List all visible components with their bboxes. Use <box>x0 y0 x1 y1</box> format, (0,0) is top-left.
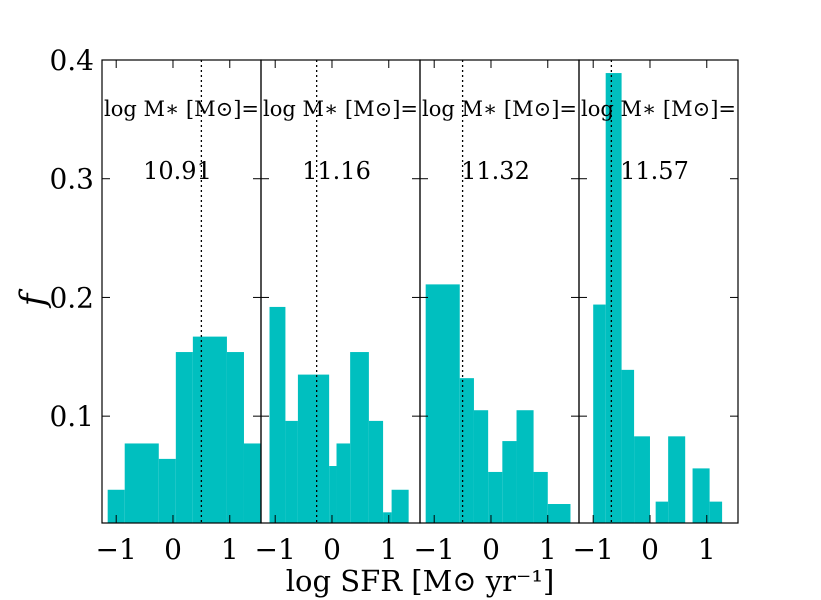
x-tick-label: 1 <box>221 533 239 566</box>
panel-mass-value: 11.57 <box>620 157 689 185</box>
x-tick-label: −1 <box>96 533 137 566</box>
histogram-bar <box>269 306 286 523</box>
y-tick-label: 0.4 <box>49 44 94 77</box>
panel-bars <box>107 336 261 523</box>
panel-mass-value: 11.16 <box>302 157 371 185</box>
histogram-bar <box>547 504 571 523</box>
histogram-bar <box>459 378 474 523</box>
histogram-bar <box>192 336 227 523</box>
x-tick-label: −1 <box>414 533 455 566</box>
histogram-bar <box>692 468 710 523</box>
histogram-bar <box>368 420 384 523</box>
panel-2: −1 0 1 log M∗ [M⊙]= 11.16 <box>255 59 421 566</box>
x-tick-label: 1 <box>698 533 716 566</box>
histogram-bar <box>655 501 669 523</box>
histogram-bar <box>107 489 125 523</box>
panel-mass-label: log M∗ [M⊙]= <box>581 97 736 121</box>
histogram-bar <box>329 466 337 523</box>
histogram-bar <box>533 471 548 523</box>
x-tick-label: −1 <box>255 533 296 566</box>
histogram-bar <box>285 420 298 523</box>
histogram-bar <box>605 73 622 523</box>
panel-1: −1 0 1 log M∗ [M⊙]= 10.91 <box>96 59 262 566</box>
y-tick-label: 0.1 <box>49 400 94 433</box>
x-tick-label: 0 <box>323 533 341 566</box>
x-tick-label: 0 <box>482 533 500 566</box>
histogram-bar <box>175 352 193 523</box>
histogram-bar <box>391 489 409 523</box>
x-tick-label: −1 <box>573 533 614 566</box>
histogram-bar <box>709 501 723 523</box>
histogram-bar <box>124 443 159 523</box>
panel-mass-value: 11.32 <box>461 157 530 185</box>
y-tick-label: 0.2 <box>49 281 94 314</box>
histogram-bar <box>621 369 635 523</box>
panel-mass-label: log M∗ [M⊙]= <box>422 97 577 121</box>
histogram-bar <box>502 441 517 523</box>
panels-layer: −1 0 1 log M∗ [M⊙]= 10.91 −1 0 1 log M∗ [M⊙]= 11.… <box>49 44 739 566</box>
histogram-bar <box>297 374 330 523</box>
panel-bars <box>593 73 723 523</box>
x-tick-label: 0 <box>641 533 659 566</box>
x-tick-label: 0 <box>164 533 182 566</box>
histogram-bar <box>593 304 606 523</box>
histogram-bar <box>226 352 244 523</box>
y-tick-label: 0.3 <box>49 163 94 196</box>
x-tick-label: 1 <box>539 533 557 566</box>
histogram-bar <box>668 436 686 523</box>
panel-bars <box>269 306 409 523</box>
panel-bars <box>425 284 571 523</box>
panel-mass-label: log M∗ [M⊙]= <box>104 97 259 121</box>
panel-mass-value: 10.91 <box>143 157 212 185</box>
histogram-bar <box>473 410 489 523</box>
histogram-bar <box>336 443 351 523</box>
histogram-bar <box>158 458 176 523</box>
histogram-bar <box>516 410 534 523</box>
panel-4: −1 0 1 log M∗ [M⊙]= 11.57 <box>573 59 739 566</box>
x-axis-label: log SFR [M⊙ yr⁻¹] <box>286 564 555 598</box>
x-tick-label: 1 <box>380 533 398 566</box>
histogram-bar <box>425 284 460 523</box>
y-axis-label: f <box>13 288 53 309</box>
histogram-bar <box>488 471 503 523</box>
panel-frame <box>578 59 739 524</box>
histogram-bar <box>383 512 392 523</box>
histogram-bar <box>634 436 650 523</box>
panel-mass-label: log M∗ [M⊙]= <box>263 97 418 121</box>
histogram-bar <box>350 352 369 523</box>
histogram-bar <box>243 443 261 523</box>
panel-3: −1 0 1 log M∗ [M⊙]= 11.32 <box>414 59 580 566</box>
